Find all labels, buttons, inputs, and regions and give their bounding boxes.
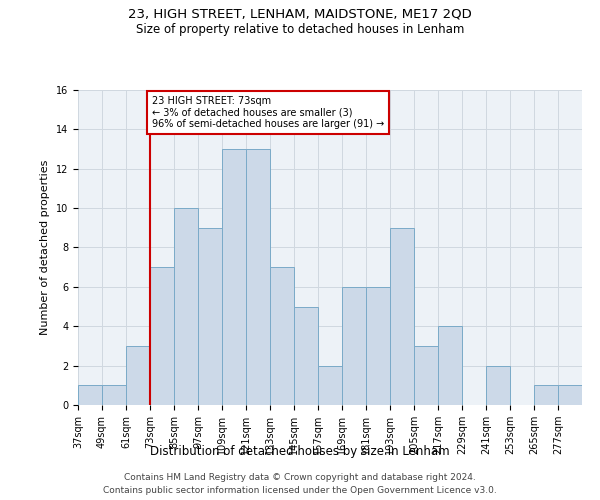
Bar	[390, 228, 414, 405]
Bar	[198, 228, 222, 405]
Bar	[102, 386, 126, 405]
Text: Distribution of detached houses by size in Lenham: Distribution of detached houses by size …	[150, 445, 450, 458]
Bar	[558, 386, 582, 405]
Bar	[150, 267, 174, 405]
Bar	[366, 287, 390, 405]
Bar	[174, 208, 198, 405]
Bar	[126, 346, 150, 405]
Bar	[534, 386, 558, 405]
Bar	[342, 287, 366, 405]
Bar	[222, 149, 246, 405]
Text: 23 HIGH STREET: 73sqm
← 3% of detached houses are smaller (3)
96% of semi-detach: 23 HIGH STREET: 73sqm ← 3% of detached h…	[152, 96, 384, 129]
Bar	[246, 149, 270, 405]
Bar	[414, 346, 438, 405]
Text: Size of property relative to detached houses in Lenham: Size of property relative to detached ho…	[136, 22, 464, 36]
Text: 23, HIGH STREET, LENHAM, MAIDSTONE, ME17 2QD: 23, HIGH STREET, LENHAM, MAIDSTONE, ME17…	[128, 8, 472, 20]
Bar	[270, 267, 294, 405]
Text: Contains HM Land Registry data © Crown copyright and database right 2024.
Contai: Contains HM Land Registry data © Crown c…	[103, 474, 497, 495]
Bar	[318, 366, 342, 405]
Bar	[78, 386, 102, 405]
Bar	[438, 326, 462, 405]
Bar	[486, 366, 510, 405]
Bar	[294, 306, 318, 405]
Y-axis label: Number of detached properties: Number of detached properties	[40, 160, 50, 335]
